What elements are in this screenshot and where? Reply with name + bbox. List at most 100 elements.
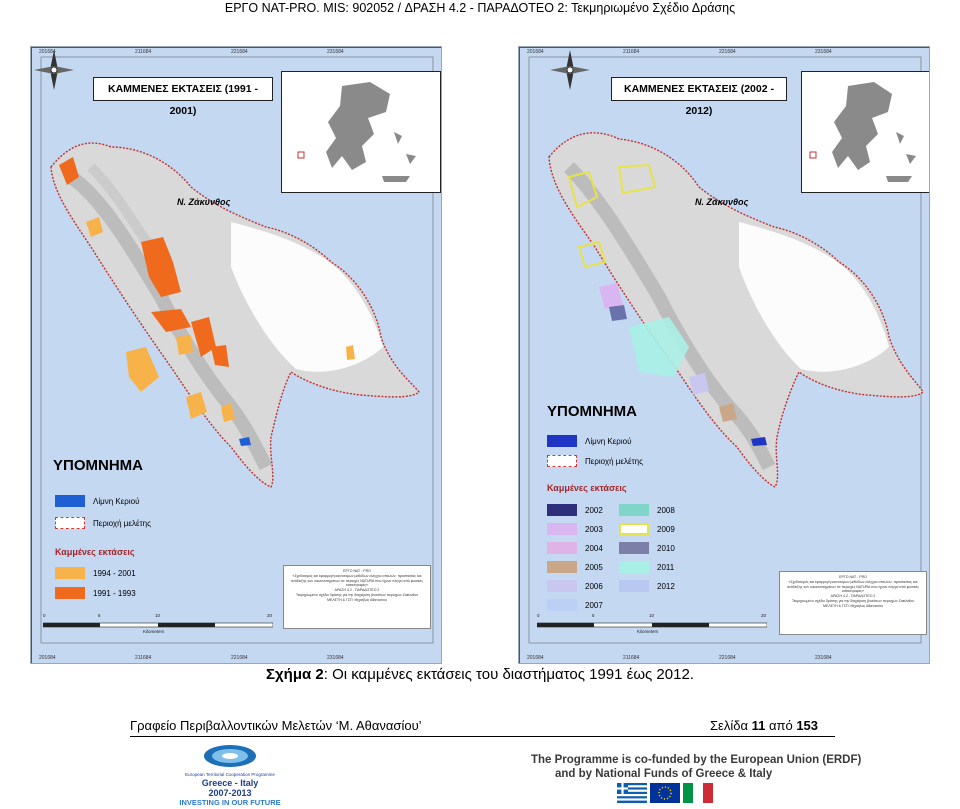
figure-caption: Σχήμα 2: Οι καμμένες εκτάσεις του διαστή…: [0, 664, 960, 686]
page-number: Σελίδα 11 από 153: [710, 718, 818, 733]
greece-inset-map: [801, 71, 929, 193]
programme-emblem-icon: [204, 745, 256, 767]
cofunding-statement: The Programme is co-funded by the Europe…: [531, 753, 861, 781]
legend-swatch: [547, 580, 577, 592]
scale-tick: 10: [649, 613, 655, 618]
map-1991-2001-graphic: [31, 47, 441, 663]
legend-item-lake: Λίμνη Κεριού: [55, 495, 139, 507]
coord-top: 221684: [719, 49, 736, 55]
north-arrow-icon: [34, 50, 74, 90]
legend-swatch: [547, 455, 577, 467]
footer-office: Γραφείο Περιβαλλοντικών Μελετών ‘Μ. Αθαν…: [130, 718, 422, 733]
info-line: ΕΡΓΟ NAT - PRO: [343, 569, 371, 573]
legend-swatch: [547, 561, 577, 573]
info-line: ΔΡΑΣΗ 4.2 - ΠΑΡΑΔΟΤΕΟ 2: [830, 594, 876, 599]
legend-label: Λίμνη Κεριού: [585, 436, 632, 446]
eu-flag-icon: [650, 783, 680, 803]
scale-tick: 20: [761, 613, 767, 618]
north-arrow-icon: [550, 50, 590, 90]
legend-swatch: [55, 567, 85, 579]
legend-label: 2010: [657, 543, 675, 553]
coord-bottom: 211684: [623, 655, 640, 661]
legend-swatch: [619, 542, 649, 554]
info-line: «Σχεδιασμός και εφαρμογή καινοτόμων μεθό…: [787, 579, 919, 594]
info-line: «Σχεδιασμός και εφαρμογή καινοτόμων μεθό…: [291, 573, 423, 588]
legend-label: 2008: [657, 505, 675, 515]
figure-caption-text: : Οι καμμένες εκτάσεις του διαστήματος 1…: [323, 666, 694, 683]
legend-swatch: [619, 561, 649, 573]
greece-italy-programme-logo: European Territorial Cooperation Program…: [160, 744, 300, 807]
legend-label: 2009: [657, 524, 675, 534]
map-1991-2001: 201684 211684 221684 231684 ΚΑΜΜΕΝΕΣ ΕΚΤ…: [30, 46, 442, 664]
map-title: ΚΑΜΜΕΝΕΣ ΕΚΤΑΣΕΙΣ (1991 - 2001): [93, 77, 273, 117]
greece-silhouette-icon: [809, 82, 916, 182]
legend-swatch: [619, 580, 649, 592]
legend-label: 2011: [657, 562, 675, 572]
scale-bar-graphic: [537, 622, 767, 628]
scale-tick: 10: [155, 613, 161, 618]
map-2002-2012: 201684 211684 221684 231684 ΚΑΜΜΕΝΕΣ ΕΚΤ…: [518, 46, 930, 664]
legend-item-burned: 2004: [547, 542, 603, 554]
coord-bottom: 221684: [231, 655, 248, 661]
legend-label: Λίμνη Κεριού: [93, 496, 140, 506]
legend-item-burned: 1994 - 2001: [55, 567, 136, 579]
page-prefix: Σελίδα: [710, 718, 748, 733]
scale-bar: 0 5 10 20 Kilometers: [537, 613, 767, 634]
legend-item-burned: 2002: [547, 504, 603, 516]
page-separator: από: [768, 718, 793, 733]
coord-bottom: 221684: [719, 655, 736, 661]
coord-top: 221684: [231, 49, 248, 55]
logo-years: 2007-2013: [208, 788, 252, 798]
legend-item-burned: 1991 - 1993: [55, 587, 136, 599]
coord-top: 231684: [815, 49, 832, 55]
legend-item-burned: 2007: [547, 599, 603, 611]
island-shape: [548, 132, 924, 488]
legend-item-burned: 2012: [619, 580, 675, 592]
scale-unit: Kilometers: [143, 629, 165, 634]
legend-item-burned: 2003: [547, 523, 603, 535]
page-total: 153: [796, 718, 819, 733]
legend-label: 2006: [585, 581, 603, 591]
legend-swatch: [547, 523, 577, 535]
coord-top: 201684: [527, 49, 544, 55]
legend-label: Περιοχή μελέτης: [93, 518, 151, 528]
legend-item-study-area: Περιοχή μελέτης: [55, 517, 151, 529]
map-title: ΚΑΜΜΕΝΕΣ ΕΚΤΑΣΕΙΣ (2002 - 2012): [611, 77, 787, 117]
coord-top: 231684: [327, 49, 344, 55]
legend-label: 2012: [657, 581, 675, 591]
cofunding-line: and by National Funds of Greece & Italy: [555, 768, 773, 780]
legend-subtitle: Καμμένες εκτάσεις: [547, 483, 627, 493]
legend-swatch: [547, 504, 577, 516]
info-line: ΕΡΓΟ NAT - PRO: [839, 575, 867, 579]
legend-subtitle: Καμμένες εκτάσεις: [55, 547, 135, 557]
greece-silhouette-icon: [297, 82, 416, 182]
italian-flag-icon: [683, 783, 713, 803]
coord-bottom: 201684: [527, 655, 544, 661]
info-line: ΜΕΛΕΤΗ & ΓΣΠ: Μιχαήλος Αθανασίου: [823, 603, 883, 608]
legend-label: 2007: [585, 600, 603, 610]
scale-tick: 5: [592, 613, 595, 618]
legend-swatch: [619, 504, 649, 516]
project-info-box: ΕΡΓΟ NAT - PRO «Σχεδιασμός και εφαρμογή …: [779, 571, 927, 635]
scale-tick: 0: [537, 613, 540, 618]
scale-bar-graphic: [43, 622, 273, 628]
legend-swatch: [55, 495, 85, 507]
legend-item-study-area: Περιοχή μελέτης: [547, 455, 643, 467]
map-2002-2012-graphic: [519, 47, 929, 663]
legend-label: Περιοχή μελέτης: [585, 456, 643, 466]
coord-bottom: 231684: [815, 655, 832, 661]
coord-top: 211684: [135, 49, 152, 55]
legend-swatch: [547, 542, 577, 554]
info-line: ΔΡΑΣΗ 4.2 - ΠΑΡΑΔΟΤΕΟ 2: [334, 588, 380, 593]
legend-label: 2002: [585, 505, 603, 515]
scale-tick: 20: [267, 613, 273, 618]
greece-inset-map: [281, 71, 441, 193]
logo-top-text: European Territorial Cooperation Program…: [185, 772, 275, 777]
legend-label: 2004: [585, 543, 603, 553]
scale-tick: 0: [43, 613, 46, 618]
coord-bottom: 211684: [135, 655, 152, 661]
legend-label: 1991 - 1993: [93, 588, 136, 598]
scale-tick: 5: [98, 613, 101, 618]
legend-item-burned: 2009: [619, 523, 675, 535]
legend-swatch: [547, 435, 577, 447]
